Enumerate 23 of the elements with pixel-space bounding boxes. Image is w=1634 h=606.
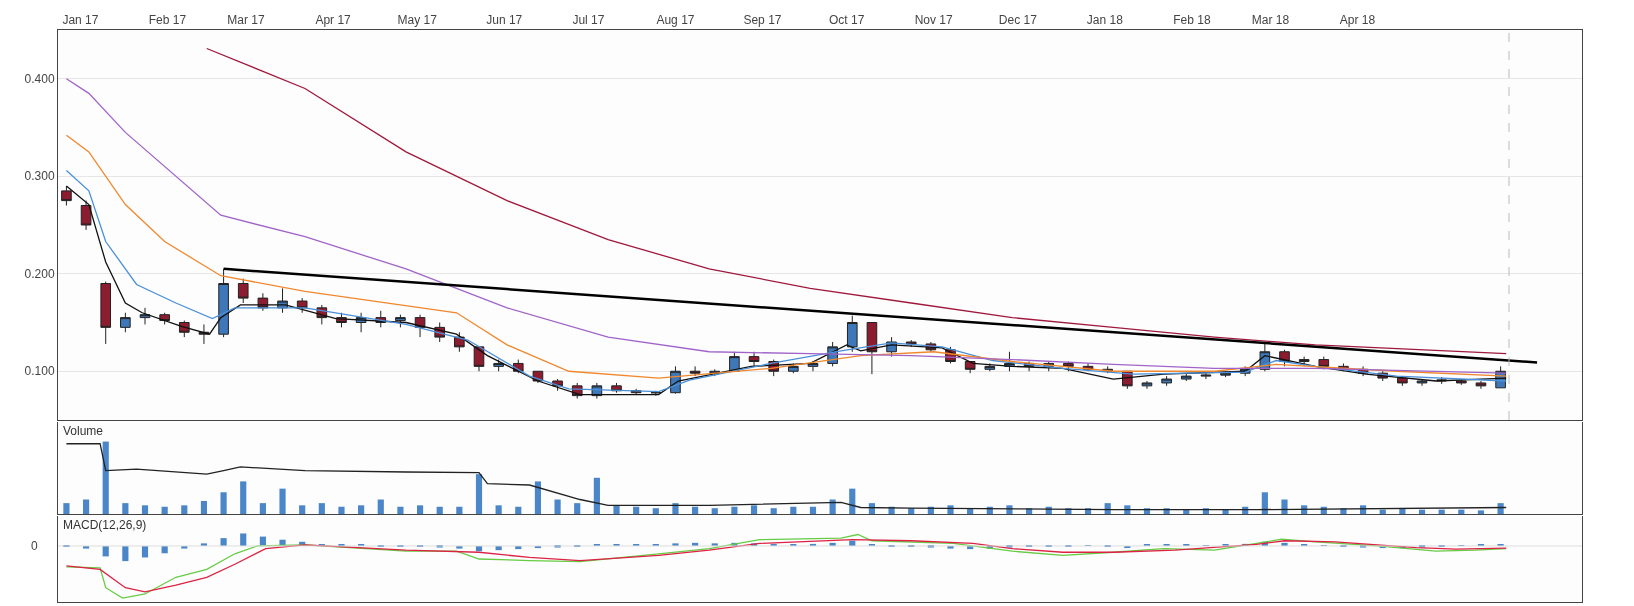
x-tick-label: Apr 18 [1339, 13, 1376, 28]
x-tick-label: Jan 18 [1086, 13, 1124, 28]
x-tick-label: Mar 17 [227, 13, 266, 28]
x-tick-label: Apr 17 [315, 13, 352, 28]
chart-title: MACD(12,26,9) [63, 518, 147, 532]
chart-title: Volume [63, 424, 104, 438]
ref-line-label: 0 [31, 539, 38, 553]
y-tick-label: 0.100 [24, 364, 55, 379]
x-tick-label: Oct 17 [828, 13, 865, 28]
y-tick-label: 0.400 [24, 71, 55, 86]
x-tick-label: Mar 18 [1251, 13, 1290, 28]
x-tick-label: Sep 17 [743, 13, 782, 28]
y-tick-label: 0.200 [24, 266, 55, 281]
x-tick-label: Feb 18 [1173, 13, 1211, 28]
x-tick-label: Jan 17 [62, 13, 99, 28]
x-tick-label: Aug 17 [656, 13, 695, 28]
y-tick-label: 0.300 [24, 169, 55, 184]
x-tick-label: Jul 17 [572, 13, 605, 28]
x-tick-label: May 17 [397, 13, 438, 28]
x-tick-label: Nov 17 [914, 13, 953, 28]
x-tick-label: Feb 17 [148, 13, 187, 28]
x-tick-label: Jun 17 [486, 13, 523, 28]
x-tick-label: Dec 17 [998, 13, 1038, 28]
